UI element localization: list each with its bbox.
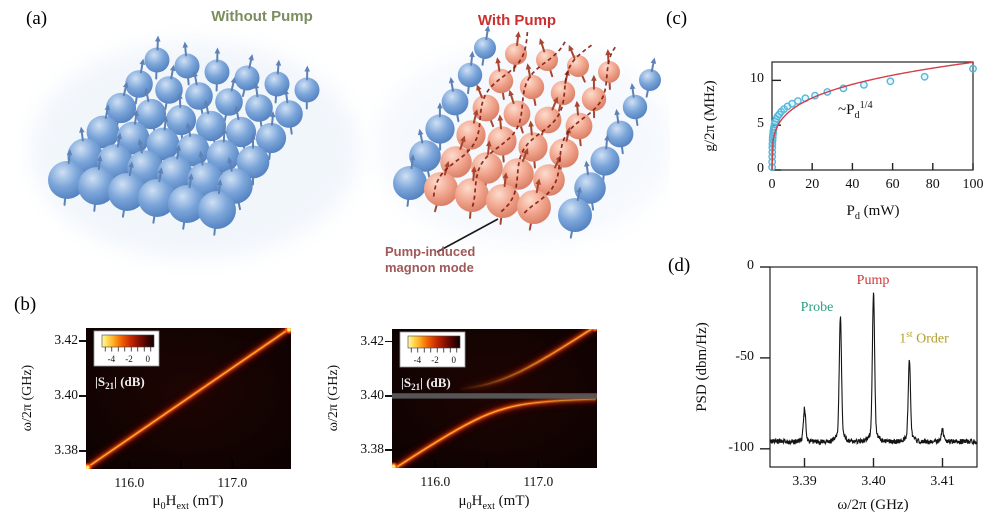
power-law-annotation: ~Pd1/4: [838, 100, 873, 121]
x-tick-label: 40: [845, 177, 860, 192]
x-tick-label: 60: [885, 177, 900, 192]
y-tick-label: 3.40: [360, 386, 384, 402]
y-tick-mark: [385, 449, 392, 451]
y-tick-mark: [79, 340, 86, 342]
panel-a-label: (a): [26, 8, 48, 29]
x-tick-label: 117.0: [217, 475, 248, 490]
without-pump-title: Without Pump: [211, 8, 313, 25]
panel-d: (d) PSD (dbm/Hz) ω/2π (GHz) 0 -50 -100 3.39…: [660, 245, 1000, 530]
x-tick-label: 3.41: [930, 474, 955, 489]
heatmap-without-pump: -4 -2 0|S21| (dB): [86, 328, 291, 469]
data-point: [886, 77, 895, 86]
c-xlabel: Pd (mW): [846, 203, 900, 222]
y-tick-mark: [385, 395, 392, 397]
y-tick-label: -100: [728, 439, 754, 455]
x-tick-label: 80: [925, 177, 940, 192]
heatmap-with-pump: -4 -2 0|S21| (dB): [392, 329, 597, 468]
b-right-xlabel: μ0Hext (mT): [458, 493, 530, 512]
x-tick-label: 3.40: [861, 474, 886, 489]
y-tick-label: 3.38: [54, 441, 78, 457]
b-right-ylabel: ω/2π (GHz): [326, 364, 341, 432]
y-tick-label: 3.38: [360, 441, 384, 457]
x-tick-label: 0: [768, 177, 776, 192]
colorbar: -4 -2 0: [399, 331, 466, 368]
s21-label: |S21| (dB): [95, 374, 145, 391]
panel-c: (c) g/2π (MHz) Pd (mW) ~Pd1/4 0 20 40 60 80 1…: [660, 0, 1000, 250]
svg-text:-4: -4: [108, 354, 116, 364]
y-tick-label: 3.40: [54, 386, 78, 402]
with-pump-title: With Pump: [477, 12, 557, 29]
s21-label: |S21| (dB): [401, 375, 451, 392]
callout-line: [436, 218, 499, 253]
y-tick-label: 3.42: [360, 332, 384, 348]
data-point: [969, 64, 977, 73]
magnon-mode-dashed-line: [521, 46, 616, 216]
y-tick-mark: [79, 450, 86, 452]
data-point: [920, 72, 929, 81]
psd-trace: [769, 292, 978, 446]
b-left-ylabel: ω/2π (GHz): [20, 364, 35, 432]
pump-frequency-band: [392, 393, 597, 399]
svg-text:-2: -2: [431, 355, 439, 365]
magnon-mode-dashed-line: [432, 32, 529, 200]
pump-induced-callout: Pump-induced magnon mode: [385, 244, 475, 276]
y-tick-label: 5: [757, 116, 764, 132]
callout-line-2: magnon mode: [385, 260, 474, 275]
panel-b: (b) -4 -2 0 |S21| (dB) -4 -2 0 |S21| (dB) ω/2π…: [0, 290, 660, 530]
peak-label-probe: Probe: [800, 300, 834, 315]
panel-b-label: (b): [14, 294, 37, 315]
b-left-xlabel: μ0Hext (mT): [152, 493, 224, 512]
x-tick-label: 117.0: [523, 474, 554, 489]
svg-text:0: 0: [452, 355, 457, 365]
lattice-without-pump: [48, 35, 320, 236]
data-point: [793, 97, 802, 105]
magnon-mode-dashed-line: [470, 41, 566, 210]
callout-line-1: Pump-induced: [385, 244, 476, 259]
coupling-vs-power-plot: [768, 61, 977, 172]
y-tick-mark: [79, 395, 86, 397]
power-law-fit-curve: [771, 61, 974, 171]
d-xlabel: ω/2π (GHz): [837, 497, 909, 513]
colorbar: -4 -2 0: [93, 330, 160, 367]
magnon-mode-dashed-line: [498, 44, 593, 214]
panel-a: (a) Without Pump With Pump Pump-induced …: [0, 0, 670, 300]
peak-label-1st-order: 1st Order: [899, 330, 949, 347]
x-tick-label: 116.0: [114, 475, 145, 490]
svg-text:-2: -2: [125, 354, 133, 364]
panel-c-label: (c): [666, 8, 688, 29]
x-tick-label: 100: [962, 177, 984, 192]
lattice-with-pump: [393, 25, 661, 239]
peak-label-pump: Pump: [856, 273, 890, 288]
y-tick-label: -50: [735, 348, 754, 364]
x-tick-label: 3.39: [792, 474, 817, 489]
x-tick-label: 20: [805, 177, 820, 192]
d-ylabel: PSD (dbm/Hz): [694, 322, 710, 412]
panel-d-label: (d): [668, 255, 691, 276]
c-ylabel: g/2π (MHz): [702, 80, 718, 152]
svg-text:-4: -4: [414, 355, 422, 365]
svg-text:0: 0: [146, 354, 151, 364]
spin-lattice-illustration: [30, 25, 670, 260]
y-tick-label: 10: [750, 71, 764, 87]
y-tick-label: 0: [757, 161, 764, 176]
x-tick-label: 116.0: [420, 474, 451, 489]
y-tick-label: 0: [747, 258, 754, 273]
psd-spectrum-plot: [760, 266, 978, 468]
y-tick-label: 3.42: [54, 331, 78, 347]
y-tick-mark: [385, 340, 392, 343]
